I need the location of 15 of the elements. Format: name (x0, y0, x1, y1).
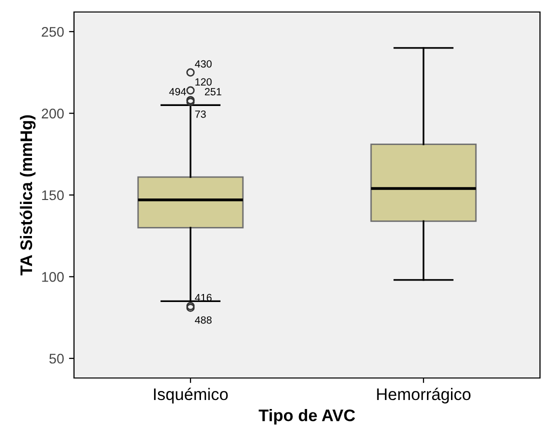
y-tick-label: 250 (42, 26, 64, 37)
x-axis-title: Tipo de AVC (258, 409, 356, 425)
x-tick-label: Isquémico (154, 388, 228, 404)
y-tick-label: 150 (42, 190, 64, 200)
annotation: 73 (195, 110, 206, 118)
annotation: 488 (194, 316, 212, 324)
y-tick-label: 100 (42, 272, 64, 282)
y-axis-title: TA Sistólica (mmHg) (20, 115, 36, 276)
y-tick-label: 50 (49, 354, 64, 364)
annotation: 251 (204, 88, 222, 96)
annotation: 120 (195, 78, 212, 86)
annotation: 430 (194, 60, 212, 68)
annotation: 494 (169, 88, 186, 96)
x-tick-label: Hemorrágico (377, 388, 471, 404)
y-tick-label: 200 (42, 108, 64, 118)
